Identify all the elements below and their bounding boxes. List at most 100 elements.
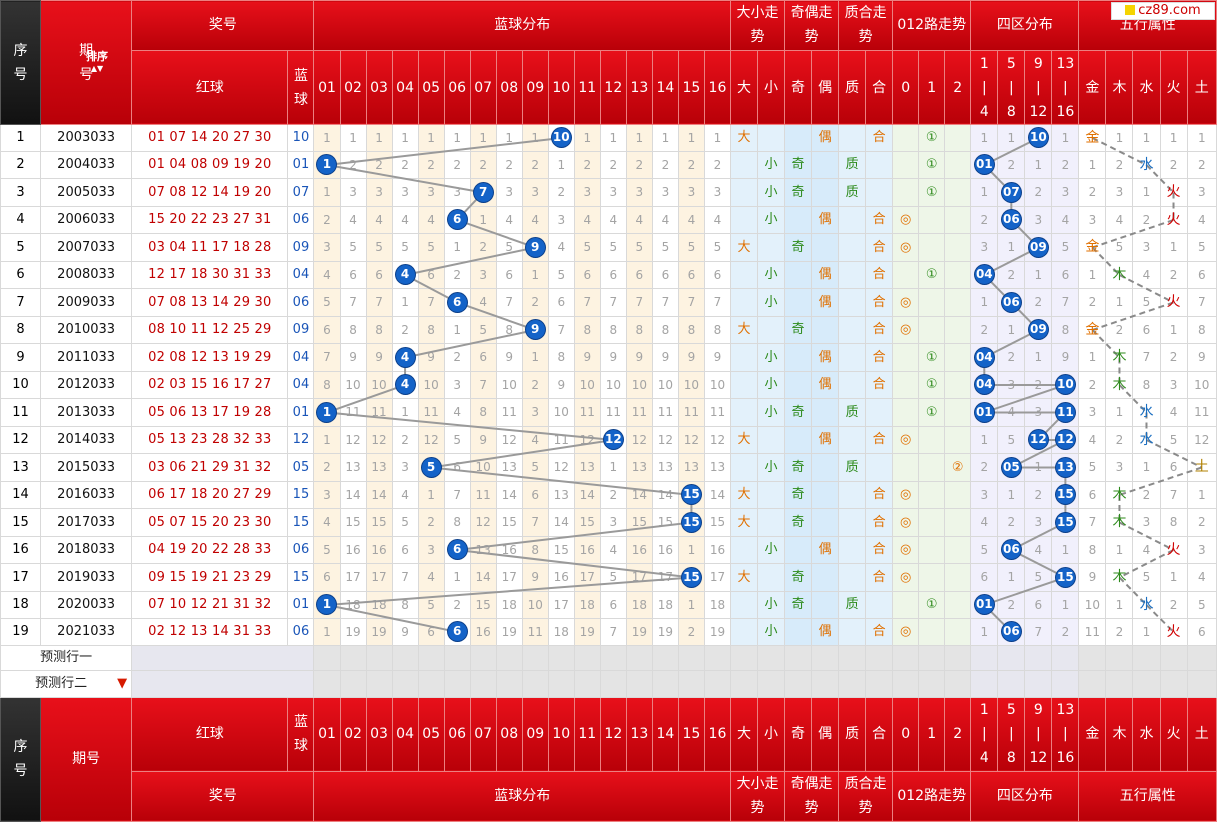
predict-cell[interactable]	[469, 670, 497, 698]
predict-cell[interactable]	[838, 644, 867, 672]
predict-cell[interactable]	[1132, 670, 1161, 698]
predict-cell[interactable]	[756, 670, 786, 698]
siqu-miss: 2	[970, 205, 999, 235]
predict-cell[interactable]	[547, 644, 575, 672]
predict-cell[interactable]	[391, 644, 419, 672]
predict-cell[interactable]	[547, 670, 575, 698]
predict-cell[interactable]	[1159, 644, 1188, 672]
predict-cell[interactable]	[573, 670, 601, 698]
predict-input-area[interactable]	[131, 644, 315, 672]
predict-cell[interactable]	[443, 670, 471, 698]
sort-button[interactable]: 排序 ▲▼	[86, 51, 108, 73]
predict-cell[interactable]	[944, 670, 972, 698]
header-period[interactable]: 期号 排序 ▲▼	[40, 0, 133, 126]
predict-cell[interactable]	[495, 670, 523, 698]
predict-cell[interactable]	[599, 644, 627, 672]
predict-cell[interactable]	[677, 644, 705, 672]
row-zh-0: 质	[838, 453, 867, 482]
predict-row-2[interactable]: 预测行二 ▼	[0, 670, 133, 698]
site-logo[interactable]: cz89.com	[1111, 2, 1215, 20]
blue-miss: 5	[313, 288, 341, 317]
predict-cell[interactable]	[521, 644, 549, 672]
row-zh-0	[838, 124, 867, 152]
predict-cell[interactable]	[469, 644, 497, 672]
blue-miss: 5	[547, 260, 575, 290]
predict-cell[interactable]	[892, 670, 920, 698]
blue-miss: 16	[469, 618, 497, 646]
predict-cell[interactable]	[703, 670, 731, 698]
predict-cell[interactable]	[339, 670, 367, 698]
predict-cell[interactable]	[970, 670, 999, 698]
predict-cell[interactable]	[970, 644, 999, 672]
predict-cell[interactable]	[1024, 644, 1053, 672]
blue-miss: 4	[313, 260, 341, 290]
blue-hit: 1	[313, 590, 341, 620]
predict-cell[interactable]	[313, 670, 341, 698]
predict-cell[interactable]	[1132, 644, 1161, 672]
siqu-hit: 15	[1051, 563, 1080, 592]
predict-cell[interactable]	[1051, 670, 1080, 698]
predict-cell[interactable]	[651, 670, 679, 698]
predict-cell[interactable]	[892, 644, 920, 672]
predict-input-area[interactable]	[131, 670, 315, 698]
predict-cell[interactable]	[599, 670, 627, 698]
predict-cell[interactable]	[677, 670, 705, 698]
siqu-hit-ball: 06	[1001, 540, 1021, 560]
predict-cell[interactable]	[944, 644, 972, 672]
row-lu-1	[918, 315, 946, 345]
predict-cell[interactable]	[865, 644, 894, 672]
predict-cell[interactable]	[784, 644, 813, 672]
predict-cell[interactable]	[703, 644, 731, 672]
row-lu-0: ◎	[892, 618, 920, 646]
predict-cell[interactable]	[811, 644, 840, 672]
predict-cell[interactable]	[417, 670, 445, 698]
header-period-label: 期号	[79, 42, 94, 83]
predict-cell[interactable]	[443, 644, 471, 672]
blue-miss: 3	[417, 178, 445, 207]
row-zh-1: 合	[865, 315, 894, 345]
blue-miss: 2	[625, 150, 653, 180]
predict-cell[interactable]	[918, 644, 946, 672]
predict-cell[interactable]	[1078, 670, 1107, 698]
predict-cell[interactable]	[625, 670, 653, 698]
predict-cell[interactable]	[756, 644, 786, 672]
predict-cell[interactable]	[1186, 670, 1217, 698]
predict-cell[interactable]	[365, 670, 393, 698]
blue-miss: 15	[365, 508, 393, 537]
predict-row-1[interactable]: 预测行一	[0, 644, 133, 672]
predict-cell[interactable]	[391, 670, 419, 698]
predict-cell[interactable]	[729, 670, 759, 698]
predict-cell[interactable]	[625, 644, 653, 672]
blue-miss: 1	[495, 124, 523, 152]
predict-cell[interactable]	[313, 644, 341, 672]
blue-miss: 7	[547, 315, 575, 345]
predict-cell[interactable]	[495, 644, 523, 672]
predict-cell[interactable]	[1105, 644, 1134, 672]
blue-hit-ball: 4	[395, 347, 415, 367]
predict-cell[interactable]	[918, 670, 946, 698]
predict-cell[interactable]	[997, 670, 1026, 698]
header-num-14: 14	[651, 49, 679, 126]
footer-sq-label: 5 | 8	[1006, 702, 1016, 767]
blue-miss: 7	[599, 288, 627, 317]
predict-cell[interactable]	[1078, 644, 1107, 672]
predict-cell[interactable]	[997, 644, 1026, 672]
predict-cell[interactable]	[521, 670, 549, 698]
blue-miss: 8	[599, 315, 627, 345]
wuxing-miss: 5	[1132, 288, 1161, 317]
predict-cell[interactable]	[865, 670, 894, 698]
predict-cell[interactable]	[811, 670, 840, 698]
predict-cell[interactable]	[417, 644, 445, 672]
predict-cell[interactable]	[573, 644, 601, 672]
predict-cell[interactable]	[729, 644, 759, 672]
predict-cell[interactable]	[1024, 670, 1053, 698]
predict-cell[interactable]	[651, 644, 679, 672]
predict-cell[interactable]	[1159, 670, 1188, 698]
predict-cell[interactable]	[784, 670, 813, 698]
predict-cell[interactable]	[339, 644, 367, 672]
predict-cell[interactable]	[365, 644, 393, 672]
predict-cell[interactable]	[1051, 644, 1080, 672]
predict-cell[interactable]	[838, 670, 867, 698]
predict-cell[interactable]	[1105, 670, 1134, 698]
predict-cell[interactable]	[1186, 644, 1217, 672]
